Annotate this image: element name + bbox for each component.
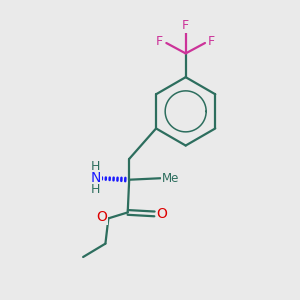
Text: O: O [157,207,168,221]
Text: O: O [96,210,107,224]
Text: Me: Me [162,172,179,185]
Text: H: H [91,183,100,196]
Text: H: H [91,160,100,173]
Text: N: N [90,171,101,185]
Text: F: F [156,35,164,48]
Text: F: F [208,35,215,48]
Text: F: F [182,19,189,32]
